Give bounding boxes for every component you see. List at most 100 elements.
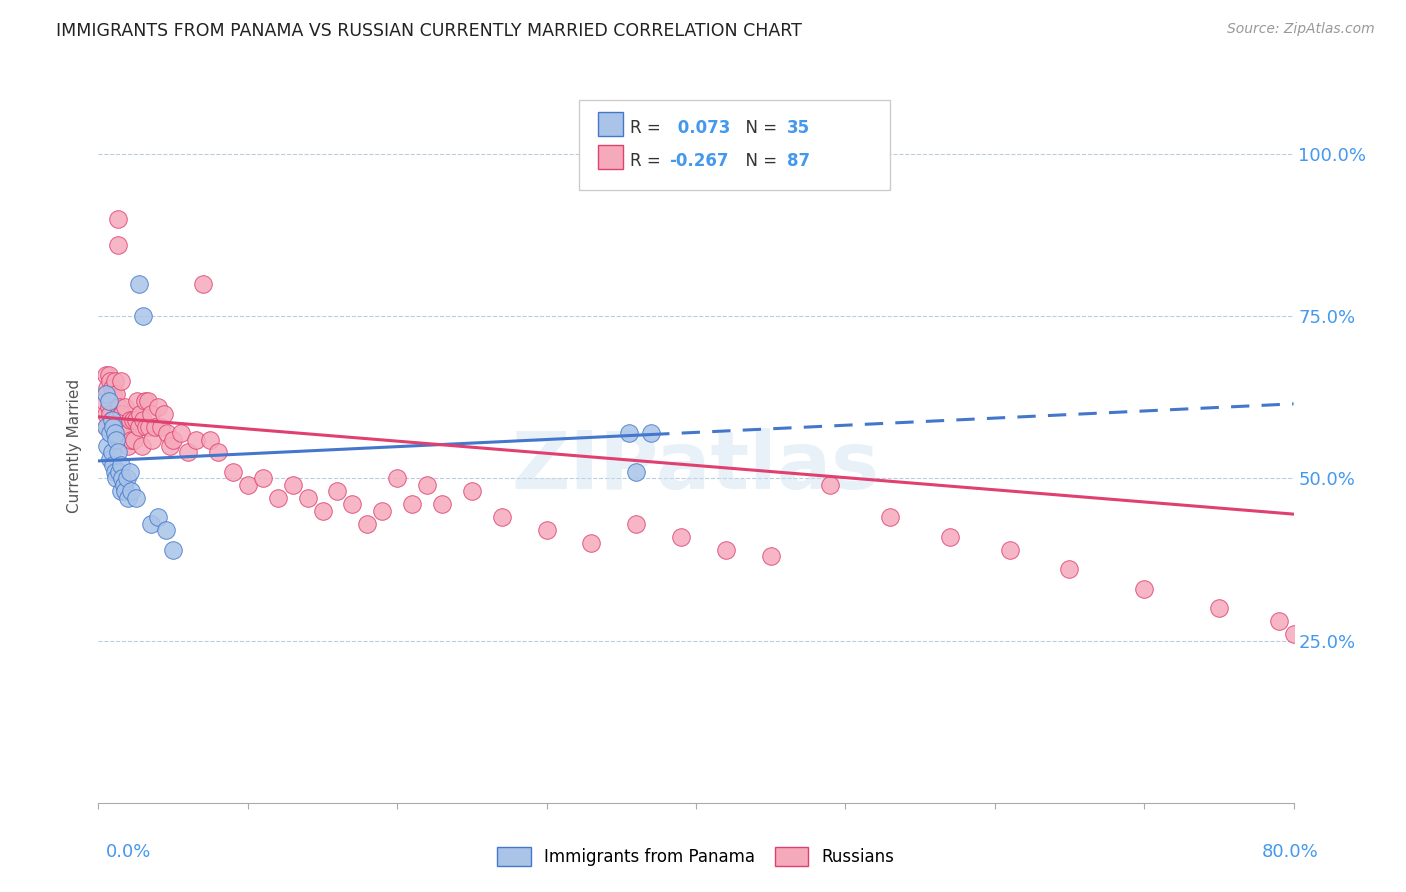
Point [111, 471, 134, 485]
Point [97, 400, 120, 414]
Point [110, 374, 132, 388]
Text: 80.0%: 80.0% [1263, 843, 1319, 861]
Point [342, 497, 364, 511]
Legend: Immigrants from Panama, Russians: Immigrants from Panama, Russians [491, 840, 901, 873]
Point [136, 393, 159, 408]
Point [356, 516, 378, 531]
Point [1133, 582, 1156, 596]
Point [131, 439, 153, 453]
Text: R =: R = [630, 152, 666, 169]
Point [1059, 562, 1081, 576]
Point [105, 471, 128, 485]
Point [132, 310, 155, 324]
Point [103, 458, 125, 473]
Point [96, 381, 118, 395]
Point [150, 419, 173, 434]
Y-axis label: Currently Married: Currently Married [67, 379, 83, 513]
Point [759, 549, 782, 564]
Point [626, 516, 648, 531]
Point [115, 471, 138, 485]
Point [879, 510, 901, 524]
Text: Source: ZipAtlas.com: Source: ZipAtlas.com [1227, 22, 1375, 37]
Point [626, 465, 648, 479]
Point [103, 419, 125, 434]
Point [128, 277, 150, 291]
Point [669, 530, 692, 544]
Point [430, 497, 453, 511]
Point [105, 433, 128, 447]
Point [138, 419, 160, 434]
Text: IMMIGRANTS FROM PANAMA VS RUSSIAN CURRENTLY MARRIED CORRELATION CHART: IMMIGRANTS FROM PANAMA VS RUSSIAN CURREN… [56, 22, 801, 40]
Point [156, 425, 179, 440]
Point [177, 445, 200, 459]
Point [143, 419, 166, 434]
Point [281, 478, 304, 492]
Point [125, 413, 148, 427]
Point [939, 530, 962, 544]
Text: -0.267: -0.267 [669, 152, 728, 169]
Point [536, 524, 558, 538]
Point [101, 413, 124, 427]
Point [236, 478, 259, 492]
Point [112, 419, 135, 434]
Text: 0.073: 0.073 [672, 119, 731, 136]
Point [105, 387, 128, 401]
Point [94, 419, 117, 434]
Point [128, 419, 150, 434]
Point [107, 211, 129, 226]
Point [169, 425, 191, 440]
Point [112, 478, 135, 492]
Point [222, 465, 245, 479]
Point [110, 458, 132, 473]
Point [998, 542, 1021, 557]
Point [98, 374, 122, 388]
Text: 87: 87 [787, 152, 810, 169]
Point [103, 387, 125, 401]
Point [98, 452, 122, 467]
Point [401, 497, 423, 511]
Point [461, 484, 484, 499]
Point [101, 381, 124, 395]
Point [110, 407, 132, 421]
Point [162, 433, 184, 447]
Point [108, 400, 131, 414]
Point [96, 419, 118, 434]
Point [714, 542, 737, 557]
Point [416, 478, 439, 492]
Point [371, 504, 394, 518]
Point [148, 510, 170, 524]
Text: N =: N = [735, 152, 783, 169]
Point [104, 465, 127, 479]
Point [110, 484, 132, 499]
Point [153, 407, 176, 421]
Point [101, 445, 124, 459]
Point [98, 407, 122, 421]
Point [135, 419, 157, 434]
Point [148, 400, 170, 414]
Point [139, 516, 162, 531]
Point [124, 433, 146, 447]
Point [385, 471, 409, 485]
Point [159, 439, 181, 453]
Point [117, 439, 139, 453]
Point [117, 491, 139, 505]
Text: 0.0%: 0.0% [105, 843, 150, 861]
Point [617, 425, 640, 440]
Point [129, 407, 152, 421]
Point [101, 413, 124, 427]
Point [98, 425, 122, 440]
Point [267, 491, 290, 505]
Point [311, 504, 333, 518]
Text: N =: N = [735, 119, 783, 136]
Point [107, 445, 129, 459]
Point [103, 419, 125, 434]
Point [97, 393, 120, 408]
Point [141, 433, 163, 447]
Point [581, 536, 603, 550]
Point [491, 510, 513, 524]
Point [162, 542, 184, 557]
Point [184, 433, 207, 447]
Point [326, 484, 349, 499]
Point [114, 484, 136, 499]
Point [125, 491, 148, 505]
